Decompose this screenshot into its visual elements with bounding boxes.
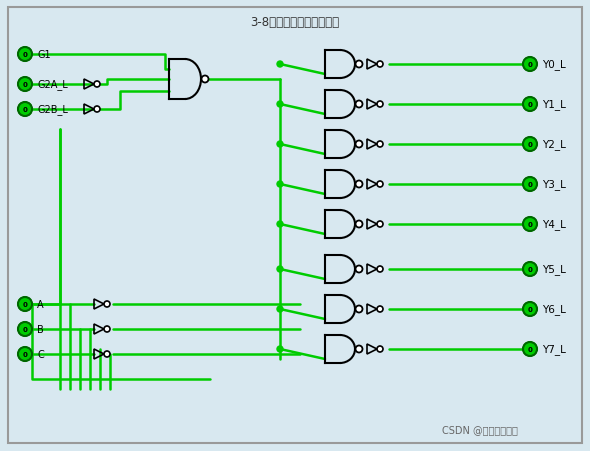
- Text: CSDN @追逐远方的梦: CSDN @追逐远方的梦: [442, 424, 518, 434]
- Circle shape: [277, 142, 283, 147]
- Text: 0: 0: [527, 306, 532, 312]
- Text: 0: 0: [527, 142, 532, 147]
- Circle shape: [277, 221, 283, 227]
- Circle shape: [18, 48, 32, 62]
- Circle shape: [104, 351, 110, 357]
- Circle shape: [377, 142, 383, 147]
- Text: G2B_L: G2B_L: [37, 104, 68, 115]
- Circle shape: [523, 342, 537, 356]
- Circle shape: [356, 221, 362, 228]
- Circle shape: [377, 346, 383, 352]
- Text: B: B: [37, 324, 44, 334]
- Circle shape: [94, 107, 100, 113]
- Text: Y0_L: Y0_L: [542, 60, 566, 70]
- Text: Y4_L: Y4_L: [542, 219, 566, 230]
- Circle shape: [356, 141, 362, 148]
- Text: 0: 0: [22, 52, 28, 58]
- Text: Y1_L: Y1_L: [542, 99, 566, 110]
- Text: Y5_L: Y5_L: [542, 264, 566, 275]
- Circle shape: [377, 267, 383, 272]
- Circle shape: [523, 138, 537, 152]
- Text: 0: 0: [22, 107, 28, 113]
- Text: C: C: [37, 349, 44, 359]
- Circle shape: [18, 297, 32, 311]
- Circle shape: [94, 82, 100, 88]
- Circle shape: [18, 103, 32, 117]
- Circle shape: [18, 78, 32, 92]
- Text: 0: 0: [527, 267, 532, 272]
- Circle shape: [356, 266, 362, 273]
- Circle shape: [356, 306, 362, 313]
- Text: Y7_L: Y7_L: [542, 344, 566, 354]
- Text: 0: 0: [527, 102, 532, 108]
- FancyBboxPatch shape: [8, 8, 582, 443]
- Circle shape: [377, 306, 383, 312]
- Circle shape: [277, 267, 283, 272]
- Text: Y6_L: Y6_L: [542, 304, 566, 315]
- Text: 0: 0: [527, 346, 532, 352]
- Circle shape: [356, 181, 362, 188]
- Text: 3-8译码器子模块实现区域: 3-8译码器子模块实现区域: [250, 15, 340, 28]
- Circle shape: [277, 182, 283, 188]
- Text: 0: 0: [22, 301, 28, 307]
- Circle shape: [356, 101, 362, 108]
- Text: G2A_L: G2A_L: [37, 79, 68, 90]
- Text: A: A: [37, 299, 44, 309]
- Text: 0: 0: [527, 221, 532, 227]
- Circle shape: [277, 62, 283, 68]
- Text: 0: 0: [527, 182, 532, 188]
- Circle shape: [356, 61, 362, 69]
- Circle shape: [523, 217, 537, 231]
- Circle shape: [523, 178, 537, 192]
- Circle shape: [523, 302, 537, 316]
- Text: 0: 0: [22, 82, 28, 88]
- Circle shape: [277, 102, 283, 108]
- Circle shape: [104, 326, 110, 332]
- Circle shape: [104, 301, 110, 307]
- Text: Y2_L: Y2_L: [542, 139, 566, 150]
- Circle shape: [377, 102, 383, 108]
- Circle shape: [377, 221, 383, 227]
- Text: 0: 0: [22, 326, 28, 332]
- Text: Y3_L: Y3_L: [542, 179, 566, 190]
- Text: 0: 0: [22, 351, 28, 357]
- Circle shape: [377, 182, 383, 188]
- Text: G1: G1: [37, 50, 51, 60]
- Circle shape: [523, 262, 537, 276]
- Circle shape: [277, 306, 283, 312]
- Circle shape: [523, 98, 537, 112]
- Circle shape: [18, 347, 32, 361]
- Circle shape: [523, 58, 537, 72]
- Circle shape: [277, 346, 283, 352]
- Circle shape: [356, 346, 362, 353]
- Circle shape: [202, 76, 208, 83]
- Text: 0: 0: [527, 62, 532, 68]
- Circle shape: [18, 322, 32, 336]
- Circle shape: [377, 62, 383, 68]
